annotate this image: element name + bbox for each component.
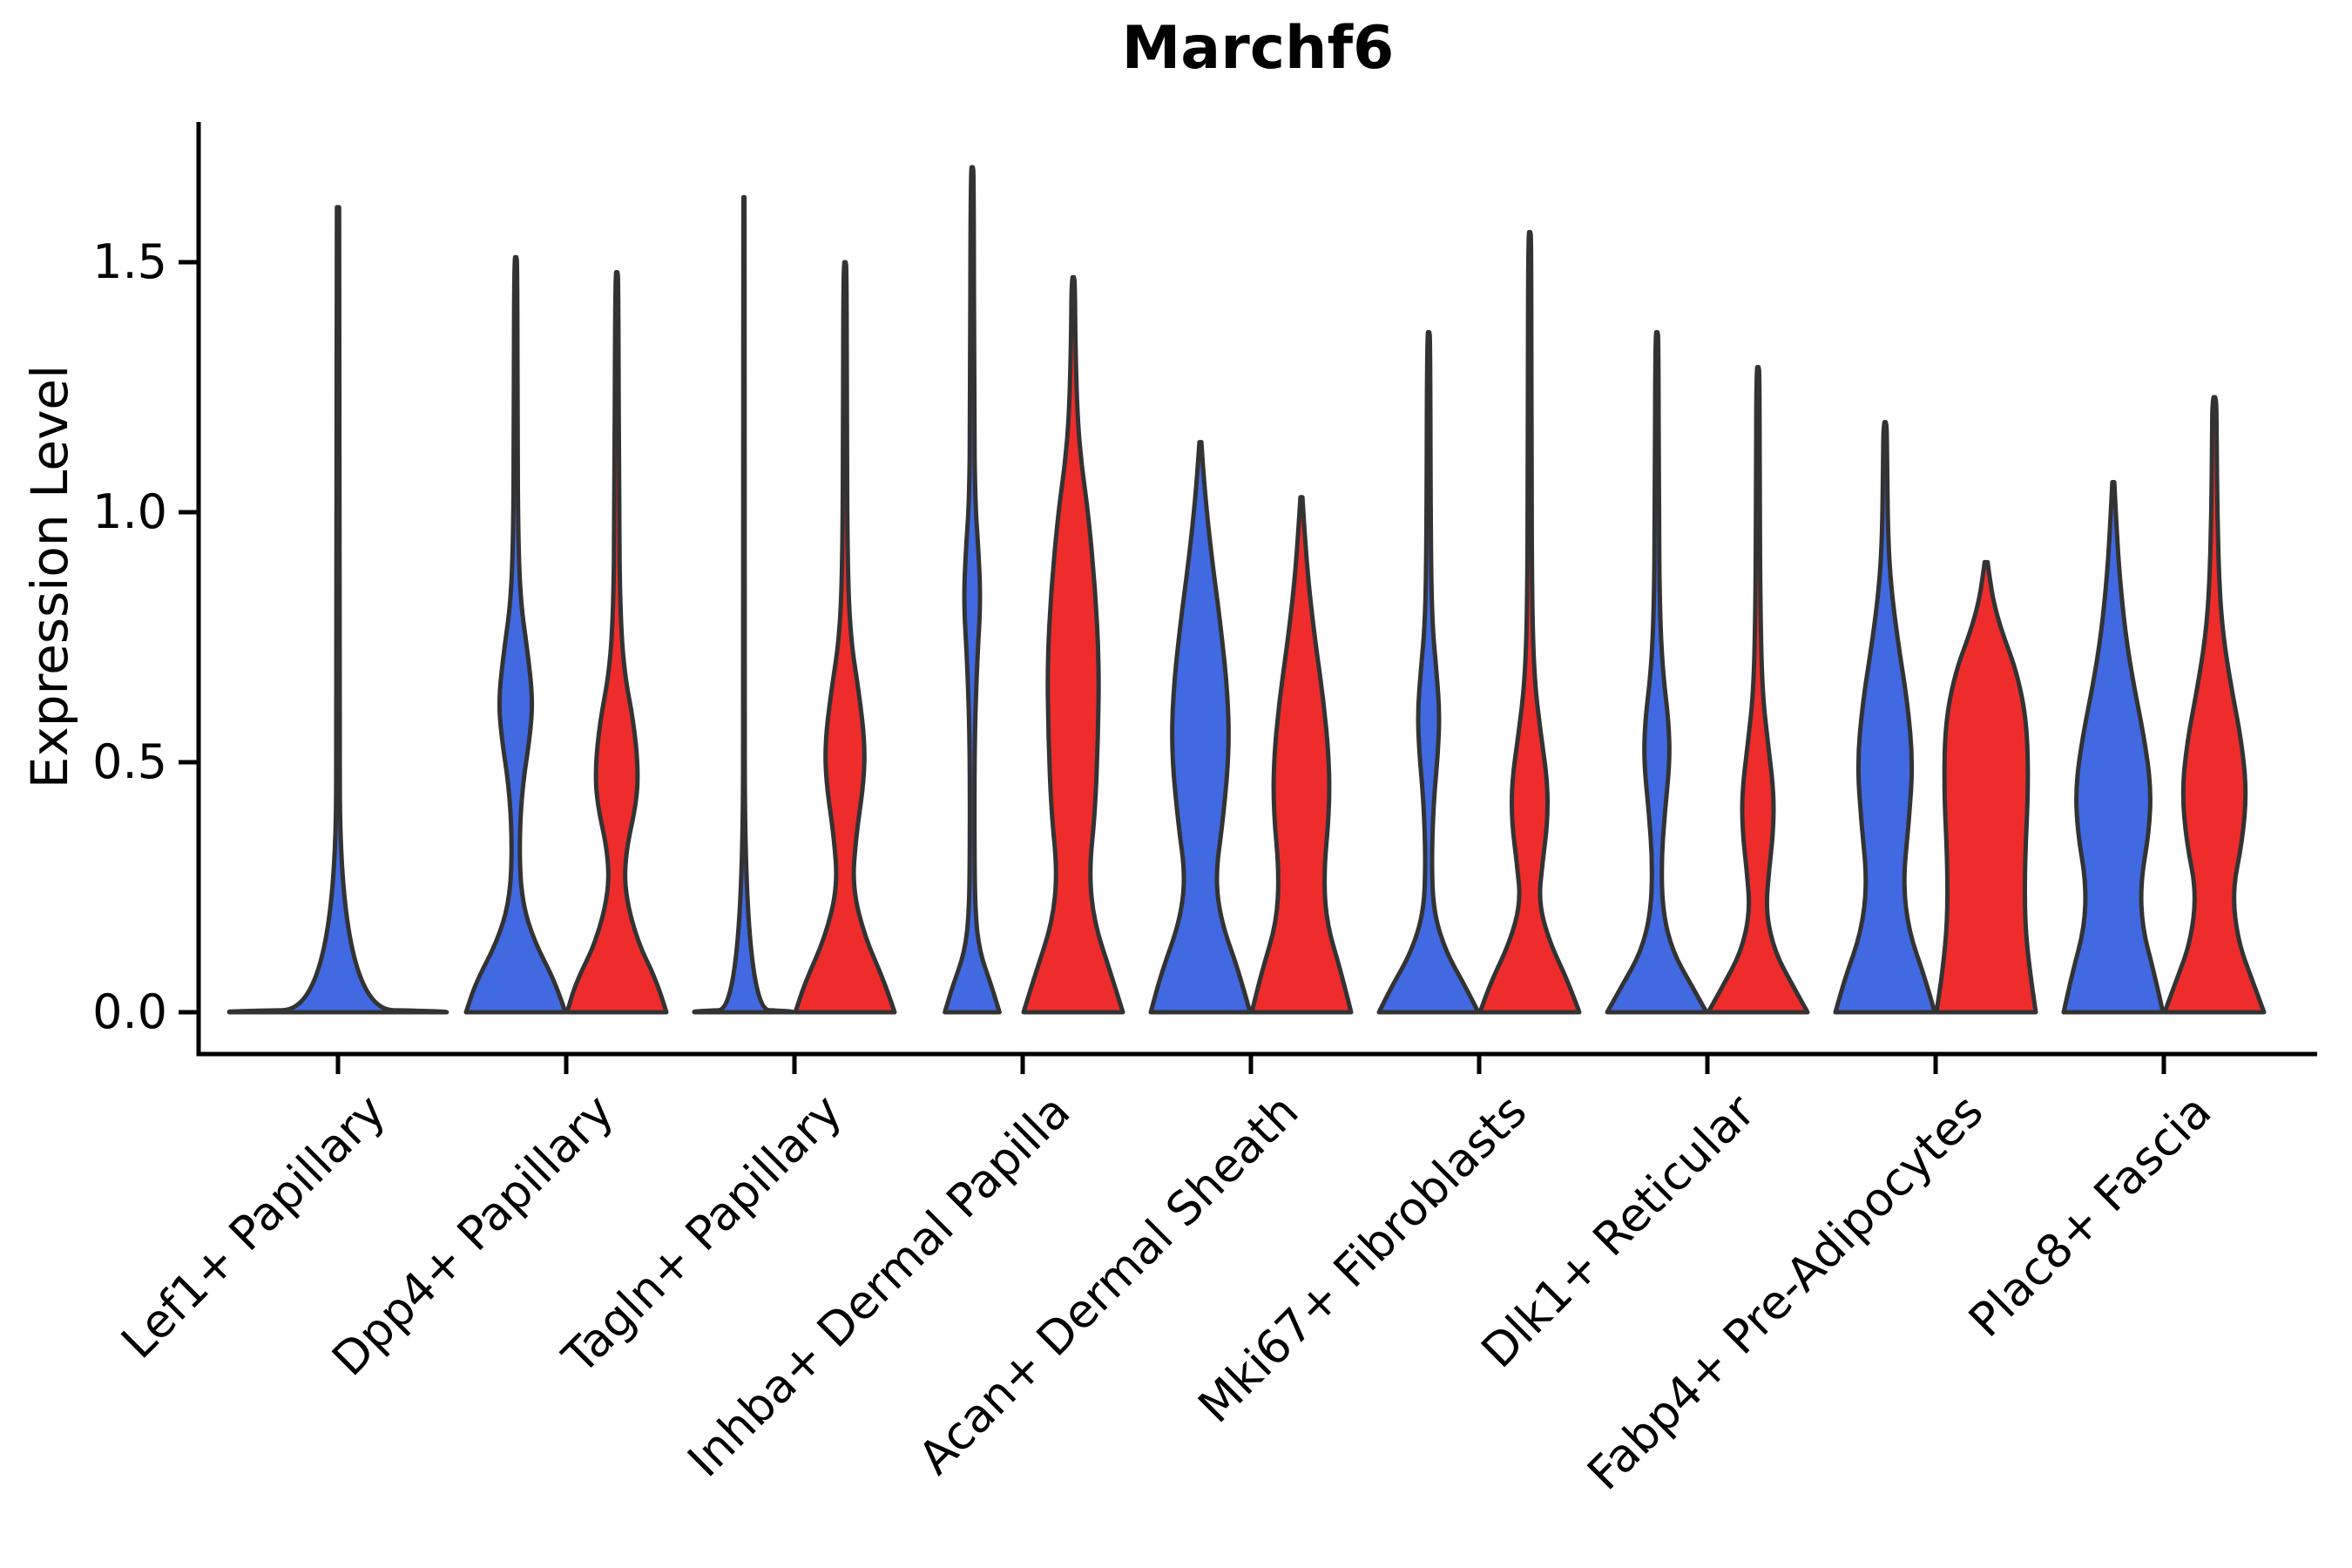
violin-8-red [2162, 395, 2267, 1015]
y-tick-label: 1.0 [92, 484, 167, 539]
violin-6-red [1706, 365, 1810, 1015]
violin-4-blue [1148, 440, 1253, 1015]
violin-3-blue [943, 165, 1002, 1015]
violin-8-blue [2061, 480, 2166, 1015]
violin-7-red [1934, 559, 2038, 1015]
violin-1-red [564, 269, 669, 1015]
violin-5-blue [1376, 329, 1481, 1015]
page-title: Marchf6 [1121, 14, 1395, 83]
violin-3-red [1021, 274, 1125, 1015]
violin-6-blue [1605, 329, 1709, 1015]
violin-2-blue [692, 194, 796, 1015]
violin-7-blue [1833, 420, 1937, 1015]
y-tick-label: 0.5 [92, 734, 167, 789]
violin-2-red [793, 260, 897, 1015]
violin-5-red [1477, 230, 1582, 1015]
violin-1-blue [463, 254, 568, 1015]
violin-4-red [1249, 495, 1354, 1015]
violin-0-blue [226, 205, 449, 1015]
y-tick-label: 1.5 [92, 234, 167, 289]
y-tick-label: 0.0 [92, 984, 167, 1039]
